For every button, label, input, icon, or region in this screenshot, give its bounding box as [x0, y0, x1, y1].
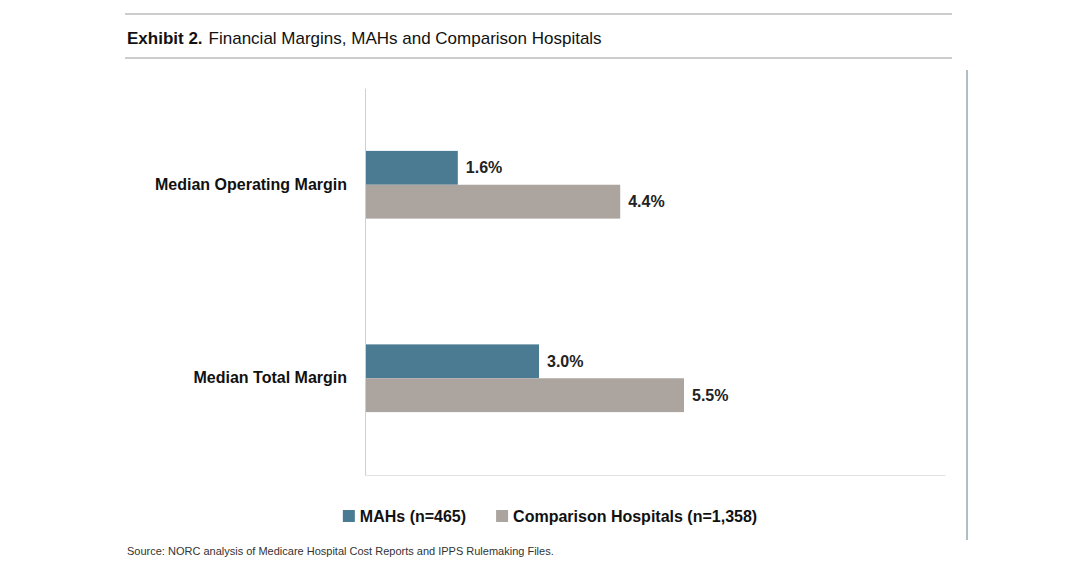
legend-item: Comparison Hospitals (n=1,358): [496, 508, 757, 525]
y-tick: Median Operating Margin: [155, 176, 365, 193]
data-labels: 1.6% 3.0% 4.4% 5.5%: [466, 159, 729, 403]
legend-swatch: [496, 510, 508, 522]
chart: Exhibit 2. Financial Margins, MAHs and Co…: [0, 0, 1075, 573]
legend-label: MAHs (n=465): [360, 508, 466, 525]
title-rule: [125, 58, 952, 59]
bar: [365, 185, 620, 219]
top-rule: [125, 14, 952, 15]
legend-item: MAHs (n=465): [343, 508, 466, 525]
legend-label: Comparison Hospitals (n=1,358): [513, 508, 757, 525]
bar: [365, 151, 458, 185]
y-tick-label: Median Operating Margin: [155, 176, 347, 193]
data-label: 5.5%: [692, 387, 728, 404]
legend-swatch: [343, 510, 355, 522]
bar: [365, 344, 539, 378]
y-tick: Median Total Margin: [194, 369, 365, 386]
y-axis-line: [365, 89, 366, 476]
right-rule: [967, 70, 968, 540]
data-label: 4.4%: [628, 193, 664, 210]
y-tick-label: Median Total Margin: [194, 369, 347, 386]
x-axis-line: [366, 475, 946, 476]
title-bold: Exhibit 2.: [127, 29, 203, 48]
source: Source: NORC analysis of Medicare Hospit…: [127, 545, 554, 557]
x-axis: [366, 475, 946, 476]
legend: MAHs (n=465) Comparison Hospitals (n=1,35…: [343, 508, 757, 525]
subtitle: Financial Margins, MAHs and Comparison H…: [209, 29, 602, 48]
y-axis: Median Operating Margin Median Total Marg…: [155, 89, 366, 476]
data-label: 3.0%: [547, 353, 583, 370]
bars: [365, 151, 684, 412]
data-label: 1.6%: [466, 159, 502, 176]
bar: [365, 378, 684, 412]
title: Exhibit 2. Financial Margins, MAHs and Co…: [127, 29, 602, 48]
